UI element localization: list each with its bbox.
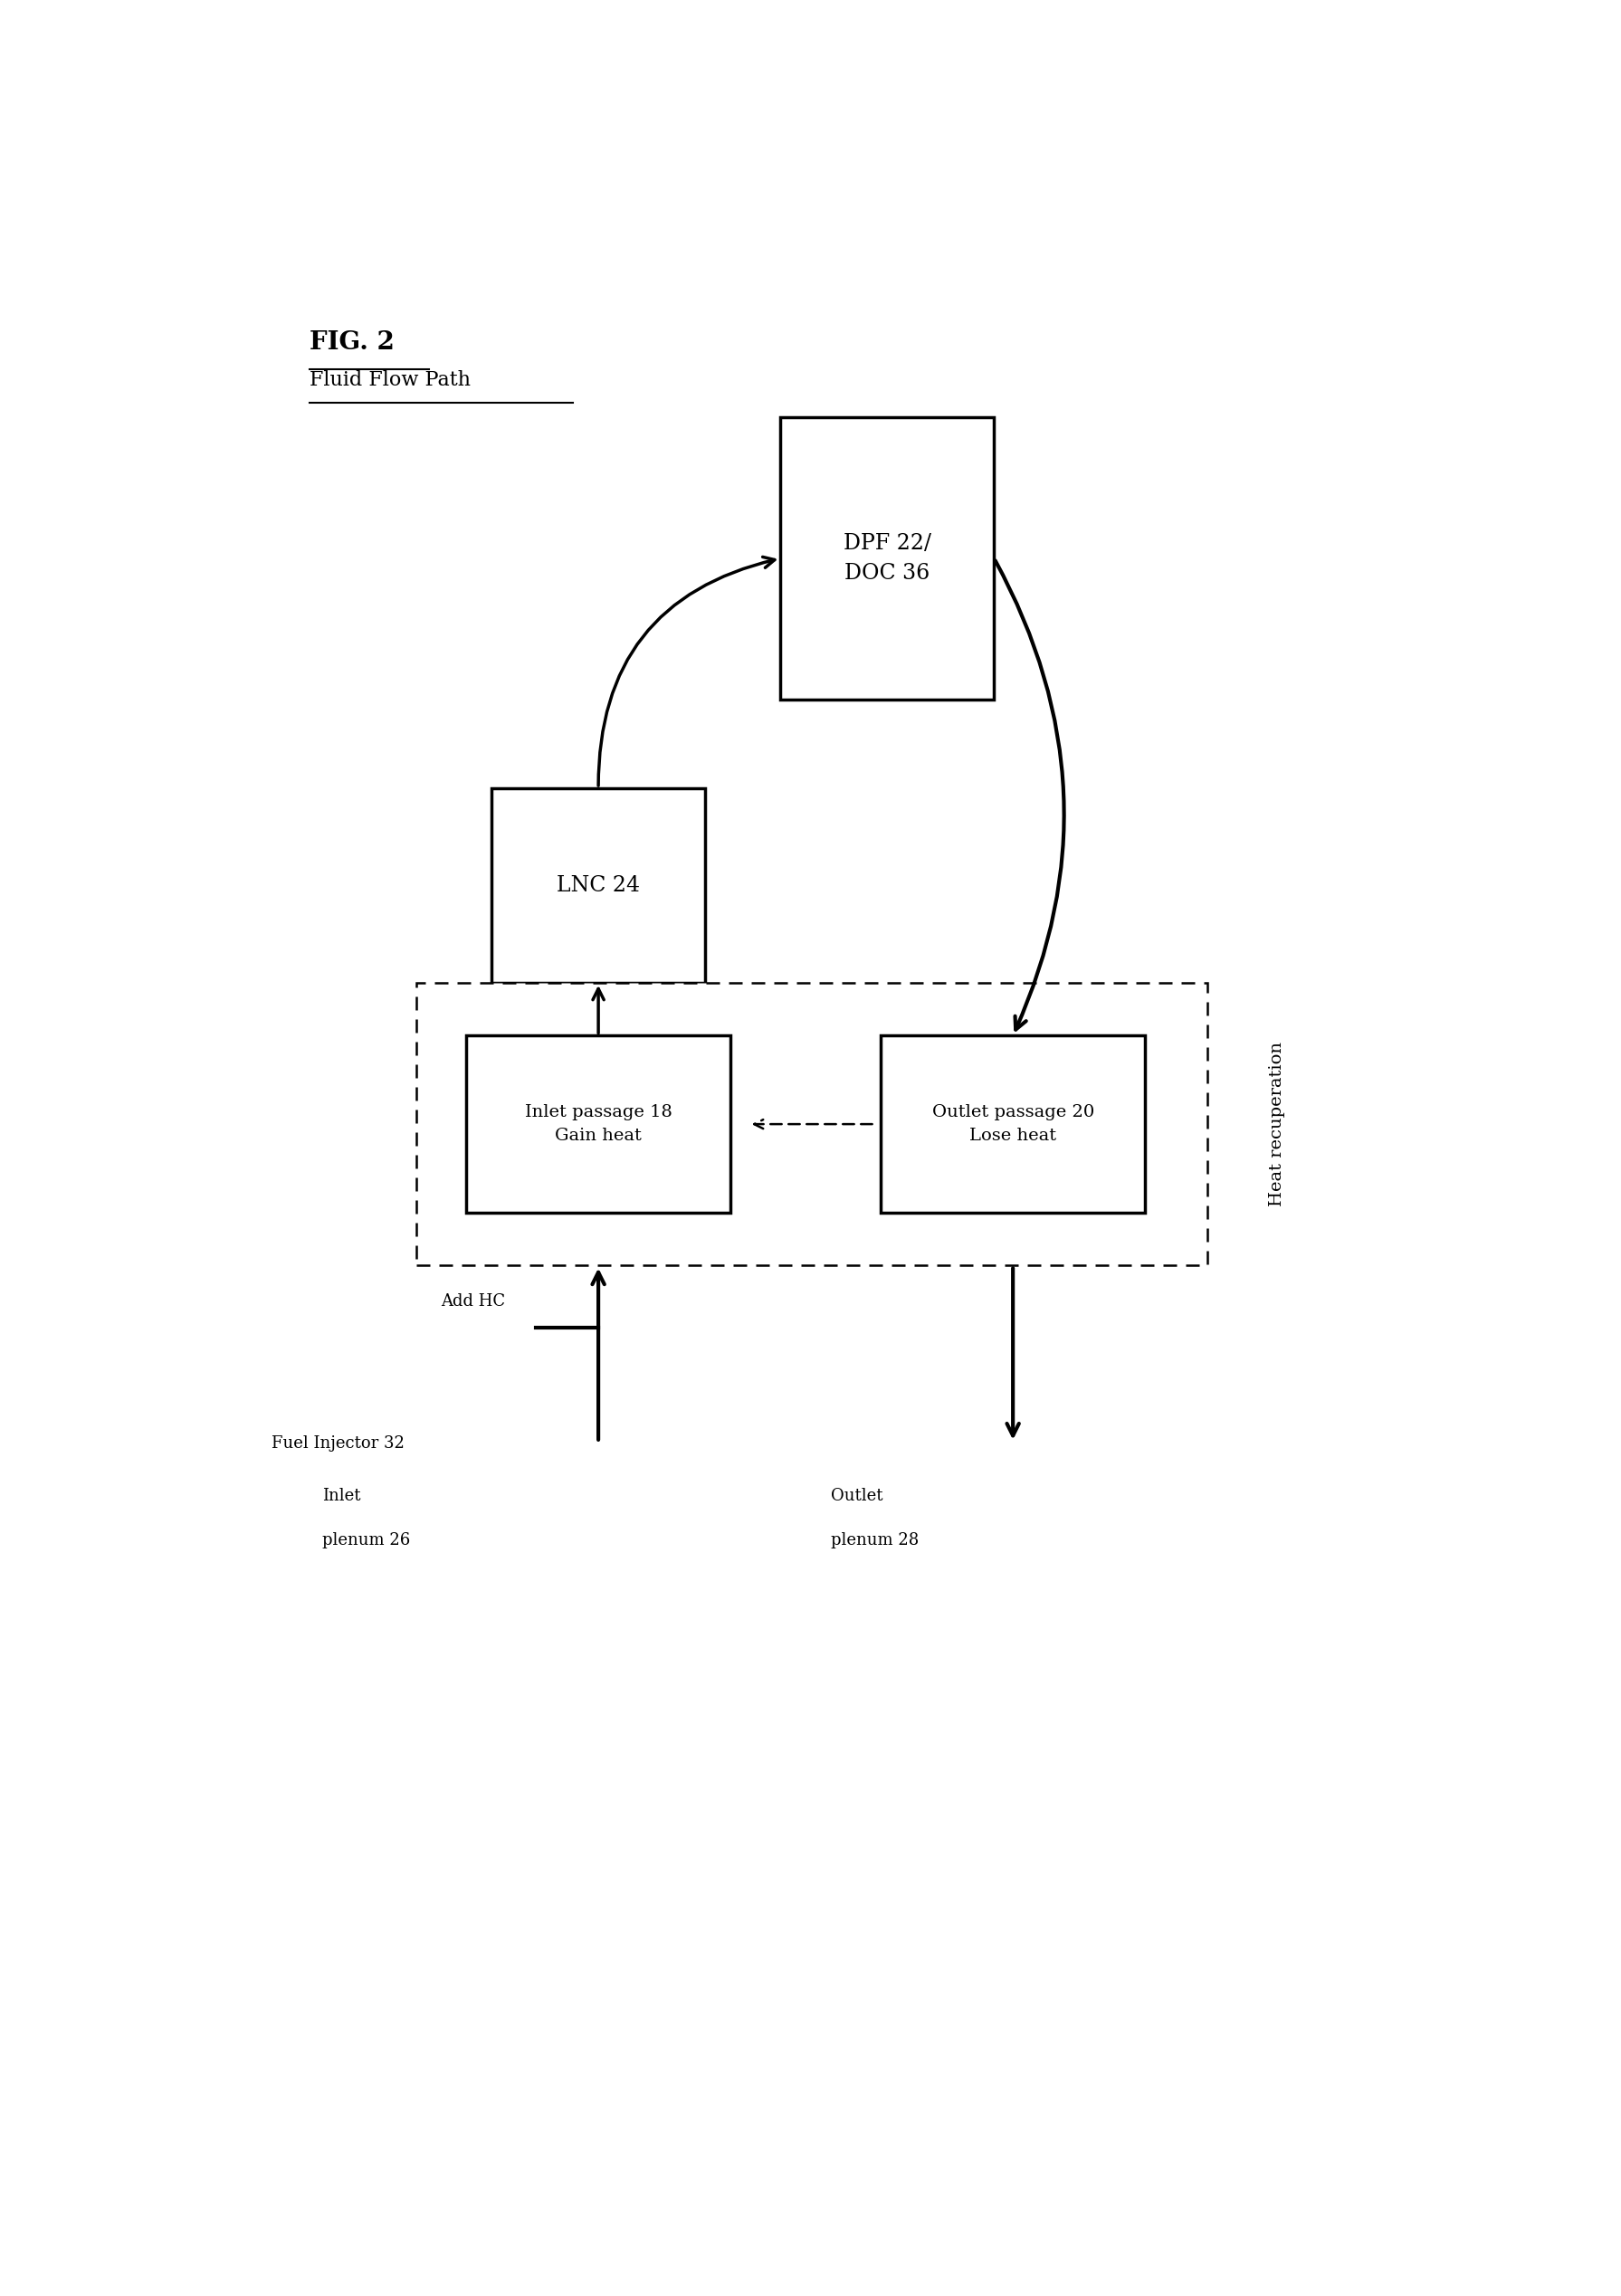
Text: Inlet: Inlet xyxy=(323,1488,360,1504)
Text: plenum 26: plenum 26 xyxy=(323,1531,410,1548)
Text: Inlet passage 18
Gain heat: Inlet passage 18 Gain heat xyxy=(525,1104,673,1143)
Text: Outlet passage 20
Lose heat: Outlet passage 20 Lose heat xyxy=(932,1104,1094,1143)
Bar xyxy=(417,983,1208,1265)
Bar xyxy=(467,1035,729,1212)
Text: Add HC: Add HC xyxy=(441,1293,506,1309)
Text: Fluid Flow Path: Fluid Flow Path xyxy=(310,370,470,390)
Bar xyxy=(491,788,705,983)
FancyArrowPatch shape xyxy=(995,560,1063,1029)
FancyArrowPatch shape xyxy=(598,558,775,785)
Bar xyxy=(781,418,994,700)
Bar xyxy=(882,1035,1144,1212)
Text: Heat recuperation: Heat recuperation xyxy=(1269,1042,1285,1205)
Text: plenum 28: plenum 28 xyxy=(832,1531,919,1548)
Text: Outlet: Outlet xyxy=(832,1488,883,1504)
Text: LNC 24: LNC 24 xyxy=(556,875,640,895)
Text: Fuel Injector 32: Fuel Injector 32 xyxy=(272,1435,405,1451)
Text: DPF 22/
DOC 36: DPF 22/ DOC 36 xyxy=(843,533,930,583)
Text: FIG. 2: FIG. 2 xyxy=(310,331,394,356)
